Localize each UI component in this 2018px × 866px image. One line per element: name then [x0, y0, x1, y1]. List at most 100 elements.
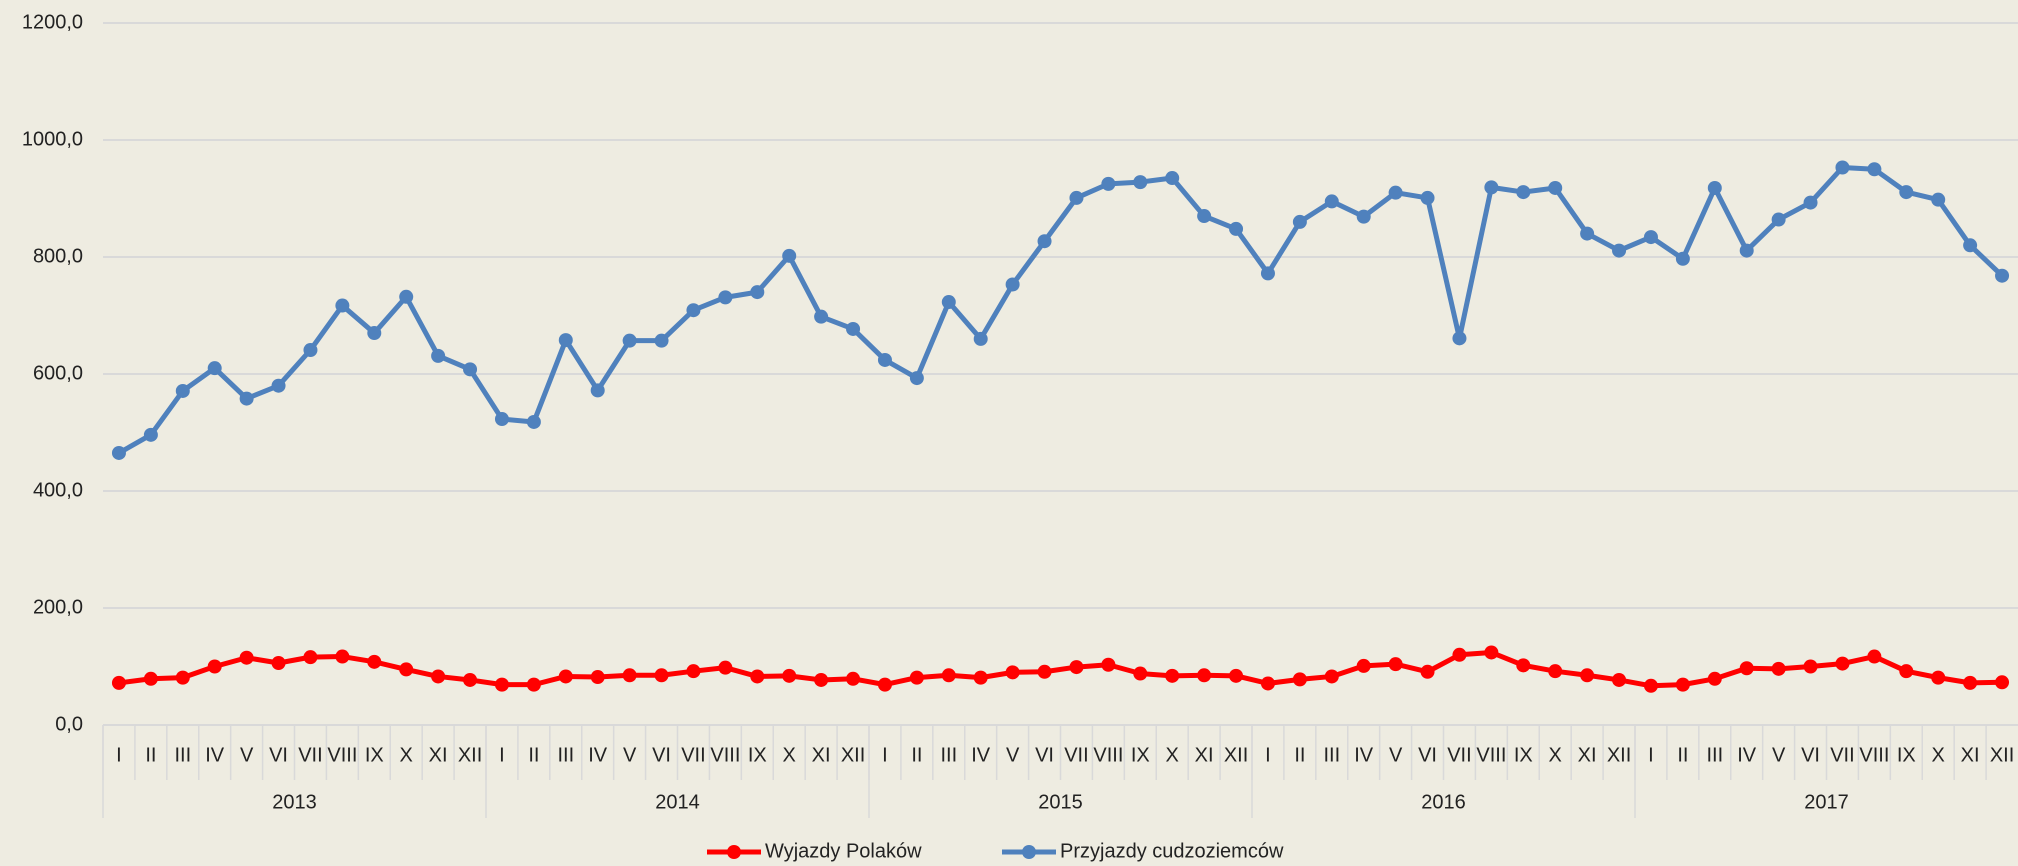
x-tick-label: VI [652, 744, 671, 766]
data-point [1612, 243, 1627, 258]
data-point [494, 412, 509, 427]
x-tick-label: XII [1990, 744, 2014, 766]
legend-marker [727, 845, 741, 859]
data-point [846, 671, 861, 686]
data-point [909, 670, 924, 685]
data-point [1165, 668, 1180, 683]
data-point [1516, 658, 1531, 673]
x-tick-label: II [145, 744, 156, 766]
x-tick-label: VI [269, 744, 288, 766]
y-tick-label: 1200,0 [22, 11, 83, 33]
data-point [111, 675, 126, 690]
data-point [558, 669, 573, 684]
data-point [1069, 190, 1084, 205]
data-point [271, 655, 286, 670]
x-tick-label: V [1772, 744, 1786, 766]
x-tick-label: X [1166, 744, 1179, 766]
data-point [1739, 661, 1754, 676]
data-point [654, 333, 669, 348]
data-point [1133, 175, 1148, 190]
x-tick-label: VI [1035, 744, 1054, 766]
data-point [877, 352, 892, 367]
x-tick-label: III [174, 744, 191, 766]
x-tick-label: IX [1897, 744, 1916, 766]
data-point [1484, 645, 1499, 660]
data-point [1356, 658, 1371, 673]
x-tick-label: IV [588, 744, 608, 766]
data-point [1229, 221, 1244, 236]
data-point [1324, 669, 1339, 684]
x-tick-label: VIII [710, 744, 740, 766]
data-point [590, 383, 605, 398]
x-tick-label: IV [1737, 744, 1757, 766]
x-tick-label: II [528, 744, 539, 766]
x-tick-label: XI [1195, 744, 1214, 766]
data-point [1069, 660, 1084, 675]
x-tick-label: IX [1514, 744, 1533, 766]
data-point [1995, 268, 2010, 283]
y-tick-label: 200,0 [33, 596, 83, 618]
data-point [1197, 209, 1212, 224]
x-tick-label: X [1549, 744, 1562, 766]
data-point [846, 321, 861, 336]
x-tick-label: IX [365, 744, 384, 766]
data-point [335, 298, 350, 313]
data-point [1835, 160, 1850, 175]
data-point [1005, 665, 1020, 680]
data-point [1101, 657, 1116, 672]
data-point [1580, 226, 1595, 241]
year-label: 2015 [1038, 791, 1083, 813]
data-point [367, 654, 382, 669]
data-point [431, 348, 446, 363]
data-point [718, 290, 733, 305]
data-point [558, 333, 573, 348]
y-tick-label: 0,0 [55, 713, 83, 735]
data-point [941, 668, 956, 683]
data-point [1771, 661, 1786, 676]
data-point [1995, 675, 2010, 690]
data-point [1229, 668, 1244, 683]
data-point [271, 378, 286, 393]
data-point [143, 427, 158, 442]
year-label: 2017 [1804, 791, 1849, 813]
data-point [1675, 251, 1690, 266]
x-tick-label: X [1932, 744, 1945, 766]
data-point [303, 343, 318, 358]
x-tick-label: III [557, 744, 574, 766]
x-tick-label: I [116, 744, 122, 766]
data-point [814, 672, 829, 687]
data-point [399, 289, 414, 304]
data-point [973, 670, 988, 685]
data-point [782, 248, 797, 263]
x-tick-label: I [499, 744, 505, 766]
data-point [1037, 234, 1052, 249]
data-point [1835, 656, 1850, 671]
year-label: 2013 [272, 791, 317, 813]
x-tick-label: III [1323, 744, 1340, 766]
data-point [1963, 238, 1978, 253]
x-tick-label: I [1265, 744, 1271, 766]
legend-label: Wyjazdy Polaków [765, 840, 922, 862]
x-tick-label: V [1006, 744, 1020, 766]
data-point [1452, 331, 1467, 346]
data-point [1707, 180, 1722, 195]
data-point [1292, 672, 1307, 687]
x-tick-label: XI [429, 744, 448, 766]
data-point [175, 383, 190, 398]
data-point [1133, 666, 1148, 681]
x-tick-label: VII [1064, 744, 1088, 766]
data-point [1516, 185, 1531, 200]
y-tick-label: 800,0 [33, 245, 83, 267]
x-tick-label: VIII [1476, 744, 1506, 766]
data-point [1420, 664, 1435, 679]
x-tick-label: XI [1961, 744, 1980, 766]
data-point [1197, 668, 1212, 683]
legend-marker [1022, 845, 1036, 859]
data-point [1260, 266, 1275, 281]
x-tick-label: XII [1607, 744, 1631, 766]
data-point [1675, 677, 1690, 692]
x-tick-label: X [400, 744, 413, 766]
data-point [1803, 195, 1818, 210]
